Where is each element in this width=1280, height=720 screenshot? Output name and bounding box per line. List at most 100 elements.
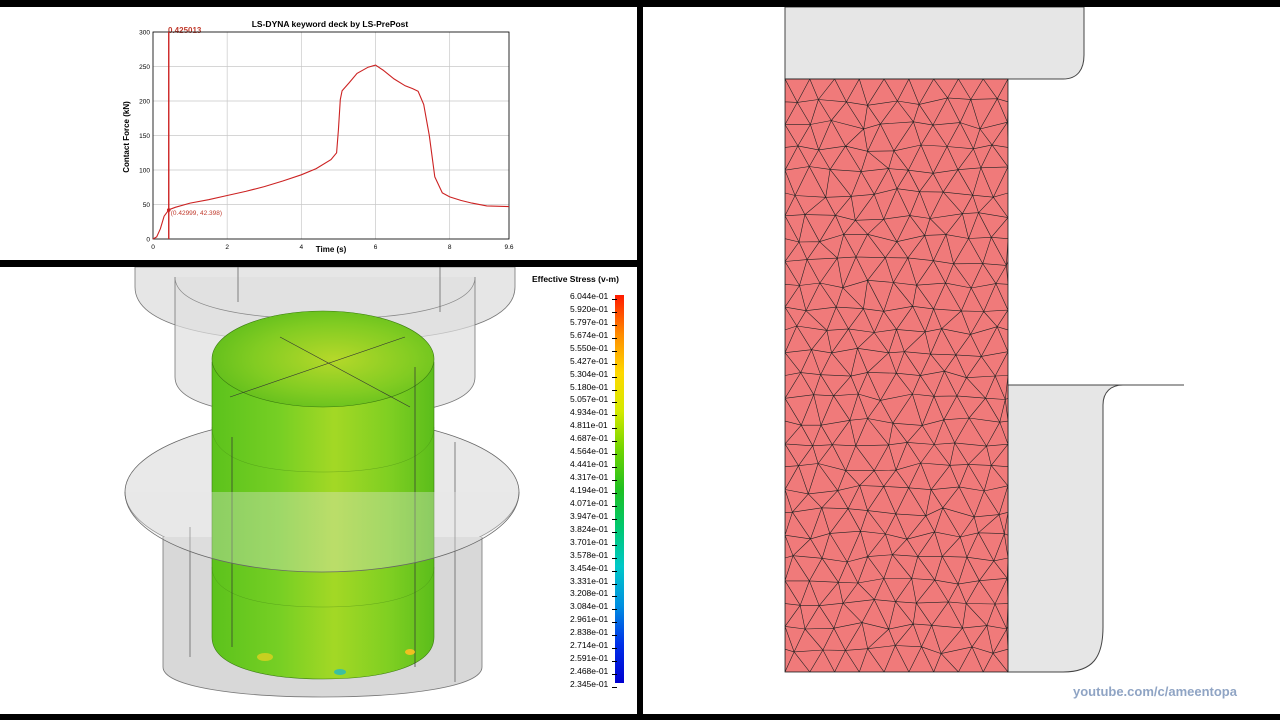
stress-legend-tick (612, 402, 617, 404)
stress-contour-panel: Effective Stress (v-m) 6.044e-01 5.920e-0… (0, 267, 637, 714)
chart-ticks: 0 2 4 6 8 9.6 0 50 100 150 200 250 300 (139, 30, 514, 252)
x-tick-label: 9.6 (504, 244, 513, 251)
workpiece-mesh-region (784, 78, 1009, 673)
billet-stress-contour-view (124, 267, 520, 698)
stress-legend-label: 4.071e-01 (570, 497, 609, 508)
stress-legend-label: 5.674e-01 (570, 329, 609, 340)
stress-legend-label: 5.797e-01 (570, 316, 609, 327)
stress-legend-label: 3.454e-01 (570, 562, 609, 573)
chart-title: LS-DYNA keyword deck by LS-PrePost (252, 19, 409, 29)
stress-legend-tick (612, 363, 617, 365)
stress-legend-label: 3.578e-01 (570, 549, 609, 560)
stress-legend-label: 4.687e-01 (570, 433, 609, 444)
mesh-element-edges (785, 79, 1008, 672)
stress-legend-tick (612, 493, 617, 494)
upper-punch (784, 7, 1085, 80)
stress-legend-label: 3.084e-01 (570, 601, 609, 612)
billet-cylinder (211, 310, 435, 680)
stress-legend-label: 2.345e-01 (570, 679, 609, 689)
y-tick-label: 0 (146, 237, 150, 244)
stress-legend-tick (612, 428, 617, 430)
stress-legend-tick (612, 467, 617, 469)
stress-legend-tick (612, 609, 617, 611)
y-tick-label: 300 (139, 30, 150, 37)
stress-legend-tick (612, 480, 617, 482)
stress-legend-label: 2.591e-01 (570, 653, 609, 664)
stress-legend-tick (612, 518, 617, 520)
x-tick-label: 2 (225, 244, 229, 251)
stress-legend-tick (612, 570, 617, 572)
stress-legend-tick (612, 622, 617, 624)
y-tick-label: 250 (139, 64, 150, 71)
y-tick-label: 50 (143, 202, 151, 209)
stress-legend-tick (612, 299, 617, 300)
stress-legend-tick (612, 648, 617, 650)
stress-legend-tick (612, 687, 617, 688)
stress-legend-tick (612, 531, 617, 533)
lower-die-front-rim (124, 491, 520, 573)
stress-legend-tick (612, 311, 617, 313)
stress-legend-tick (612, 376, 617, 378)
stress-legend-label: 2.714e-01 (570, 640, 609, 651)
stress-legend-label: 5.057e-01 (570, 394, 609, 405)
contact-force-chart-panel: LS-DYNA keyword deck by LS-PrePost Conta… (0, 7, 637, 260)
stress-legend-tick (612, 324, 617, 326)
stress-legend-label: 4.317e-01 (570, 472, 609, 483)
mesh-cross-section-panel: youtube.com/c/ameentopa (643, 7, 1280, 714)
mesh-cross-section-view (784, 7, 1184, 673)
x-tick-label: 8 (448, 244, 452, 251)
stress-legend-tick (612, 544, 617, 546)
channel-watermark: youtube.com/c/ameentopa (1073, 684, 1237, 699)
chart-grid (152, 31, 510, 240)
stress-legend-tick (612, 596, 617, 598)
stress-legend-label: 2.838e-01 (570, 627, 609, 638)
stress-legend-tick (612, 441, 617, 443)
stress-legend-tick (612, 454, 617, 456)
stress-legend-label: 5.427e-01 (570, 355, 609, 366)
plot-area-frame (152, 31, 510, 240)
cursor-readout: (0.42999, 42.398) (171, 210, 222, 217)
stress-legend-label: 5.180e-01 (570, 381, 609, 392)
y-tick-label: 200 (139, 99, 150, 106)
stress-legend-label: 4.441e-01 (570, 459, 609, 470)
triangular-mesh-lines (785, 79, 1008, 672)
y-axis-label: Contact Force (kN) (122, 101, 131, 173)
stress-legend-tick (612, 557, 617, 559)
contact-force-series-line (152, 64, 510, 240)
stress-legend-label: 5.304e-01 (570, 368, 609, 379)
contact-force-chart: LS-DYNA keyword deck by LS-PrePost Conta… (122, 19, 514, 254)
stress-legend-tick (612, 505, 617, 507)
stress-legend-tick (612, 415, 617, 417)
stress-legend-title: Effective Stress (v-m) (532, 274, 619, 284)
stress-legend-tick (612, 350, 617, 352)
stress-legend-label: 3.824e-01 (570, 523, 609, 534)
x-axis-label: Time (s) (316, 245, 347, 254)
stress-legend-label: 3.701e-01 (570, 536, 609, 547)
stress-legend-label: 5.920e-01 (570, 303, 609, 314)
stress-legend-label: 4.564e-01 (570, 446, 609, 457)
stress-legend-label: 3.208e-01 (570, 588, 609, 599)
y-tick-label: 150 (139, 133, 150, 140)
current-time-readout: 0.425013 (168, 26, 202, 35)
stress-legend-label: 2.468e-01 (570, 666, 609, 677)
stress-legend-tick (612, 635, 617, 637)
stress-legend-tick (612, 389, 617, 391)
y-tick-label: 100 (139, 168, 150, 175)
x-tick-label: 4 (300, 244, 304, 251)
stress-legend-label: 2.961e-01 (570, 614, 609, 625)
stress-legend-label: 4.194e-01 (570, 485, 609, 495)
x-tick-label: 0 (151, 244, 155, 251)
lower-die-wall (1007, 384, 1124, 673)
stress-legend-tick (612, 661, 617, 663)
stress-color-bar (615, 295, 624, 683)
stress-legend-label: 3.947e-01 (570, 510, 609, 521)
stress-legend-label: 5.550e-01 (570, 342, 609, 353)
cursor-data-point (166, 208, 171, 212)
stress-legend-tick (612, 674, 617, 676)
stress-legend-label: 6.044e-01 (570, 291, 609, 301)
stress-legend-label: 4.934e-01 (570, 407, 609, 418)
stress-legend-label: 4.811e-01 (570, 420, 608, 431)
x-tick-label: 6 (374, 244, 378, 251)
stress-legend-label: 3.331e-01 (570, 575, 609, 586)
stress-legend-tick (612, 337, 617, 339)
